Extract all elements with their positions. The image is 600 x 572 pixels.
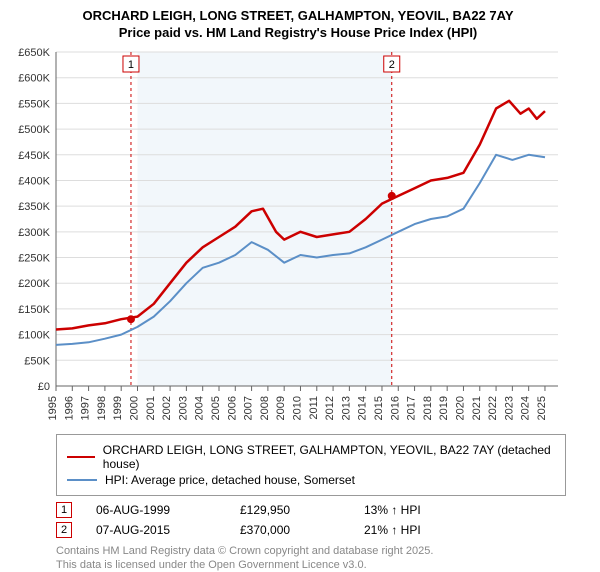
svg-text:2015: 2015 bbox=[373, 396, 385, 420]
sale-price: £370,000 bbox=[240, 523, 340, 537]
footer-line: Contains HM Land Registry data © Crown c… bbox=[56, 544, 588, 558]
svg-text:2010: 2010 bbox=[291, 396, 303, 420]
svg-text:2018: 2018 bbox=[422, 396, 434, 420]
svg-text:1997: 1997 bbox=[80, 396, 92, 420]
svg-text:1996: 1996 bbox=[63, 396, 75, 420]
svg-text:2012: 2012 bbox=[324, 396, 336, 420]
svg-text:1998: 1998 bbox=[96, 396, 108, 420]
svg-text:2001: 2001 bbox=[145, 396, 157, 420]
sale-delta: 21% ↑ HPI bbox=[364, 523, 421, 537]
svg-text:2004: 2004 bbox=[194, 396, 206, 420]
svg-text:2016: 2016 bbox=[389, 396, 401, 420]
svg-text:1: 1 bbox=[128, 59, 134, 71]
svg-text:2019: 2019 bbox=[438, 396, 450, 420]
svg-text:2006: 2006 bbox=[226, 396, 238, 420]
svg-text:£300K: £300K bbox=[18, 227, 50, 239]
svg-text:2003: 2003 bbox=[177, 396, 189, 420]
svg-text:2: 2 bbox=[389, 59, 395, 71]
legend-swatch bbox=[67, 456, 95, 459]
svg-text:£200K: £200K bbox=[18, 278, 50, 290]
svg-text:£600K: £600K bbox=[18, 72, 50, 84]
sale-date: 07-AUG-2015 bbox=[96, 523, 216, 537]
svg-text:2009: 2009 bbox=[275, 396, 287, 420]
footer-attribution: Contains HM Land Registry data © Crown c… bbox=[56, 544, 588, 572]
footer-line: This data is licensed under the Open Gov… bbox=[56, 558, 588, 572]
svg-text:2021: 2021 bbox=[471, 396, 483, 420]
sale-marker-icon: 1 bbox=[56, 502, 72, 518]
svg-text:£500K: £500K bbox=[18, 124, 50, 136]
svg-text:2022: 2022 bbox=[487, 396, 499, 420]
title-line-1: ORCHARD LEIGH, LONG STREET, GALHAMPTON, … bbox=[8, 8, 588, 25]
sale-marker-icon: 2 bbox=[56, 522, 72, 538]
svg-text:£50K: £50K bbox=[24, 355, 50, 367]
svg-text:£550K: £550K bbox=[18, 98, 50, 110]
svg-text:2013: 2013 bbox=[340, 396, 352, 420]
svg-text:2011: 2011 bbox=[308, 396, 320, 420]
svg-text:£0: £0 bbox=[38, 381, 50, 393]
legend-item: ORCHARD LEIGH, LONG STREET, GALHAMPTON, … bbox=[67, 443, 555, 471]
svg-text:2023: 2023 bbox=[503, 396, 515, 420]
chart-title: ORCHARD LEIGH, LONG STREET, GALHAMPTON, … bbox=[8, 8, 588, 42]
svg-text:2014: 2014 bbox=[357, 396, 369, 420]
svg-text:2025: 2025 bbox=[536, 396, 548, 420]
sale-delta: 13% ↑ HPI bbox=[364, 503, 421, 517]
svg-text:2020: 2020 bbox=[454, 396, 466, 420]
svg-text:£450K: £450K bbox=[18, 150, 50, 162]
legend-item: HPI: Average price, detached house, Some… bbox=[67, 473, 555, 487]
legend-swatch bbox=[67, 479, 97, 481]
svg-text:2002: 2002 bbox=[161, 396, 173, 420]
svg-text:£650K: £650K bbox=[18, 47, 50, 59]
svg-text:2005: 2005 bbox=[210, 396, 222, 420]
svg-text:2007: 2007 bbox=[243, 396, 255, 420]
table-row: 2 07-AUG-2015 £370,000 21% ↑ HPI bbox=[56, 522, 588, 538]
legend: ORCHARD LEIGH, LONG STREET, GALHAMPTON, … bbox=[56, 434, 566, 496]
sale-date: 06-AUG-1999 bbox=[96, 503, 216, 517]
svg-text:2017: 2017 bbox=[406, 396, 418, 420]
table-row: 1 06-AUG-1999 £129,950 13% ↑ HPI bbox=[56, 502, 588, 518]
svg-text:1999: 1999 bbox=[112, 396, 124, 420]
svg-text:1995: 1995 bbox=[47, 396, 59, 420]
chart-container: ORCHARD LEIGH, LONG STREET, GALHAMPTON, … bbox=[0, 0, 600, 560]
legend-label: HPI: Average price, detached house, Some… bbox=[105, 473, 355, 487]
title-line-2: Price paid vs. HM Land Registry's House … bbox=[8, 25, 588, 42]
sales-table: 1 06-AUG-1999 £129,950 13% ↑ HPI 2 07-AU… bbox=[56, 502, 588, 538]
line-chart-svg: £0 £50K £100K £150K £200K £250K £300K £350K £400… bbox=[8, 46, 568, 426]
svg-text:£350K: £350K bbox=[18, 201, 50, 213]
svg-text:£400K: £400K bbox=[18, 175, 50, 187]
legend-label: ORCHARD LEIGH, LONG STREET, GALHAMPTON, … bbox=[103, 443, 555, 471]
svg-text:£250K: £250K bbox=[18, 252, 50, 264]
svg-text:2000: 2000 bbox=[128, 396, 140, 420]
chart-plot-area: £0 £50K £100K £150K £200K £250K £300K £350K £400… bbox=[8, 46, 588, 426]
svg-text:£150K: £150K bbox=[18, 304, 50, 316]
sale-price: £129,950 bbox=[240, 503, 340, 517]
svg-text:2024: 2024 bbox=[520, 396, 532, 420]
svg-text:£100K: £100K bbox=[18, 329, 50, 341]
svg-text:2008: 2008 bbox=[259, 396, 271, 420]
